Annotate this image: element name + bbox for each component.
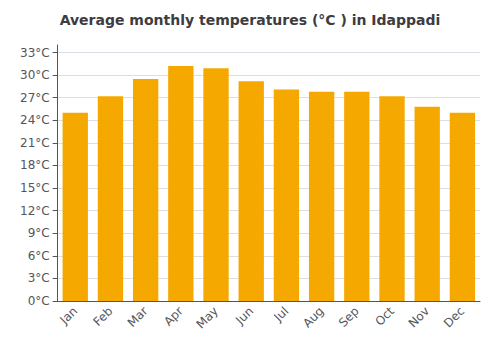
- svg-text:Average monthly temperatures (: Average monthly temperatures (°C ) in Id…: [60, 12, 441, 28]
- svg-text:6°C: 6°C: [28, 249, 50, 263]
- svg-text:Aug: Aug: [300, 304, 326, 330]
- svg-text:Sep: Sep: [336, 304, 362, 330]
- svg-text:Nov: Nov: [406, 304, 432, 330]
- svg-text:Feb: Feb: [90, 304, 115, 329]
- svg-text:18°C: 18°C: [20, 158, 50, 172]
- svg-text:3°C: 3°C: [28, 271, 50, 285]
- svg-text:Mar: Mar: [125, 304, 151, 330]
- svg-text:33°C: 33°C: [20, 46, 50, 60]
- svg-text:Dec: Dec: [441, 304, 467, 330]
- svg-text:Jun: Jun: [232, 304, 256, 328]
- svg-text:21°C: 21°C: [20, 136, 50, 150]
- svg-text:30°C: 30°C: [20, 68, 50, 82]
- svg-text:May: May: [194, 304, 221, 331]
- svg-text:15°C: 15°C: [20, 181, 50, 195]
- svg-text:Apr: Apr: [161, 304, 186, 329]
- svg-text:Jul: Jul: [271, 304, 292, 325]
- svg-text:Oct: Oct: [372, 304, 397, 329]
- svg-text:9°C: 9°C: [28, 226, 50, 240]
- svg-text:27°C: 27°C: [20, 91, 50, 105]
- svg-text:0°C: 0°C: [28, 294, 50, 308]
- svg-text:12°C: 12°C: [20, 204, 50, 218]
- svg-text:24°C: 24°C: [20, 113, 50, 127]
- svg-text:Jan: Jan: [57, 304, 81, 328]
